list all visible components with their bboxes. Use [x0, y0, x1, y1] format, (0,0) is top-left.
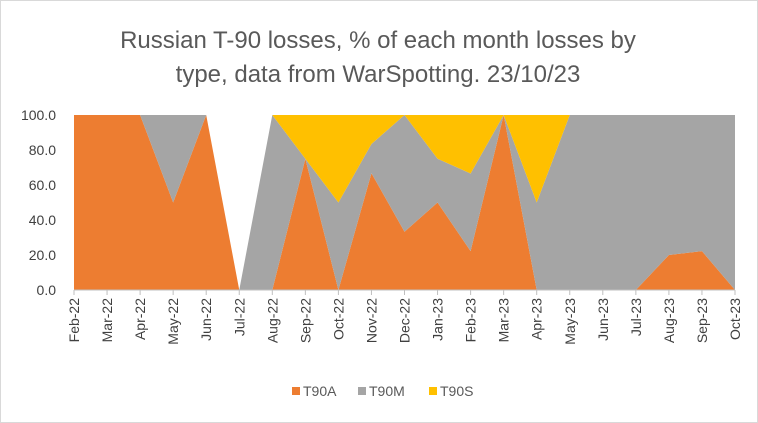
- legend-swatch-t90a: [292, 387, 300, 395]
- x-tick-label: Sep-22: [297, 298, 313, 343]
- y-tick-label: 40.0: [29, 212, 56, 228]
- x-tick-label: Jun-23: [595, 298, 611, 341]
- legend: T90A T90M T90S: [292, 383, 473, 399]
- chart-title-line1: Russian T-90 losses, % of each month los…: [120, 27, 636, 54]
- x-tick-label: Jul-23: [628, 298, 644, 336]
- axes: Feb-22 Mar-22 Apr-22 May-22 Jun-22 Jul-22 Aug-…: [21, 107, 743, 345]
- x-tick-label: Mar-22: [99, 298, 115, 343]
- x-tick-label: Aug-23: [661, 298, 677, 343]
- x-tick-label: Apr-22: [132, 298, 148, 340]
- chart-title-line2: type, data from WarSpotting. 23/10/23: [176, 61, 581, 88]
- y-tick-label: 0.0: [37, 282, 57, 298]
- legend-label-t90m: T90M: [369, 383, 405, 399]
- y-tick-label: 60.0: [29, 177, 56, 193]
- x-tick-label: Sep-23: [694, 298, 710, 343]
- x-tick-label: Apr-23: [529, 298, 545, 340]
- y-tick-label: 20.0: [29, 247, 56, 263]
- x-tick-label: Feb-23: [463, 298, 479, 343]
- x-tick-label: Oct-23: [727, 298, 743, 340]
- series-area-t90m: [74, 115, 735, 290]
- series-area-t90a: [74, 115, 735, 290]
- plot-areas: [74, 115, 735, 290]
- x-tick-label: Feb-22: [66, 298, 82, 343]
- y-tick-label: 100.0: [21, 107, 56, 123]
- legend-label-t90s: T90S: [440, 383, 473, 399]
- x-tick-label: Jul-22: [231, 298, 247, 336]
- x-tick-label: May-23: [562, 298, 578, 345]
- x-tick-label: Mar-23: [496, 298, 512, 343]
- x-tick-label: Aug-22: [264, 298, 280, 343]
- x-tick-label: Nov-22: [363, 298, 379, 343]
- x-tick-label: Jun-22: [198, 298, 214, 341]
- x-tick-label: Dec-22: [397, 298, 413, 343]
- y-tick-label: 80.0: [29, 142, 56, 158]
- x-tick-label: Oct-22: [330, 298, 346, 340]
- legend-swatch-t90s: [429, 387, 437, 395]
- legend-swatch-t90m: [358, 387, 366, 395]
- x-tick-label: Jan-23: [430, 298, 446, 341]
- x-tick-label: May-22: [165, 298, 181, 345]
- legend-label-t90a: T90A: [303, 383, 337, 399]
